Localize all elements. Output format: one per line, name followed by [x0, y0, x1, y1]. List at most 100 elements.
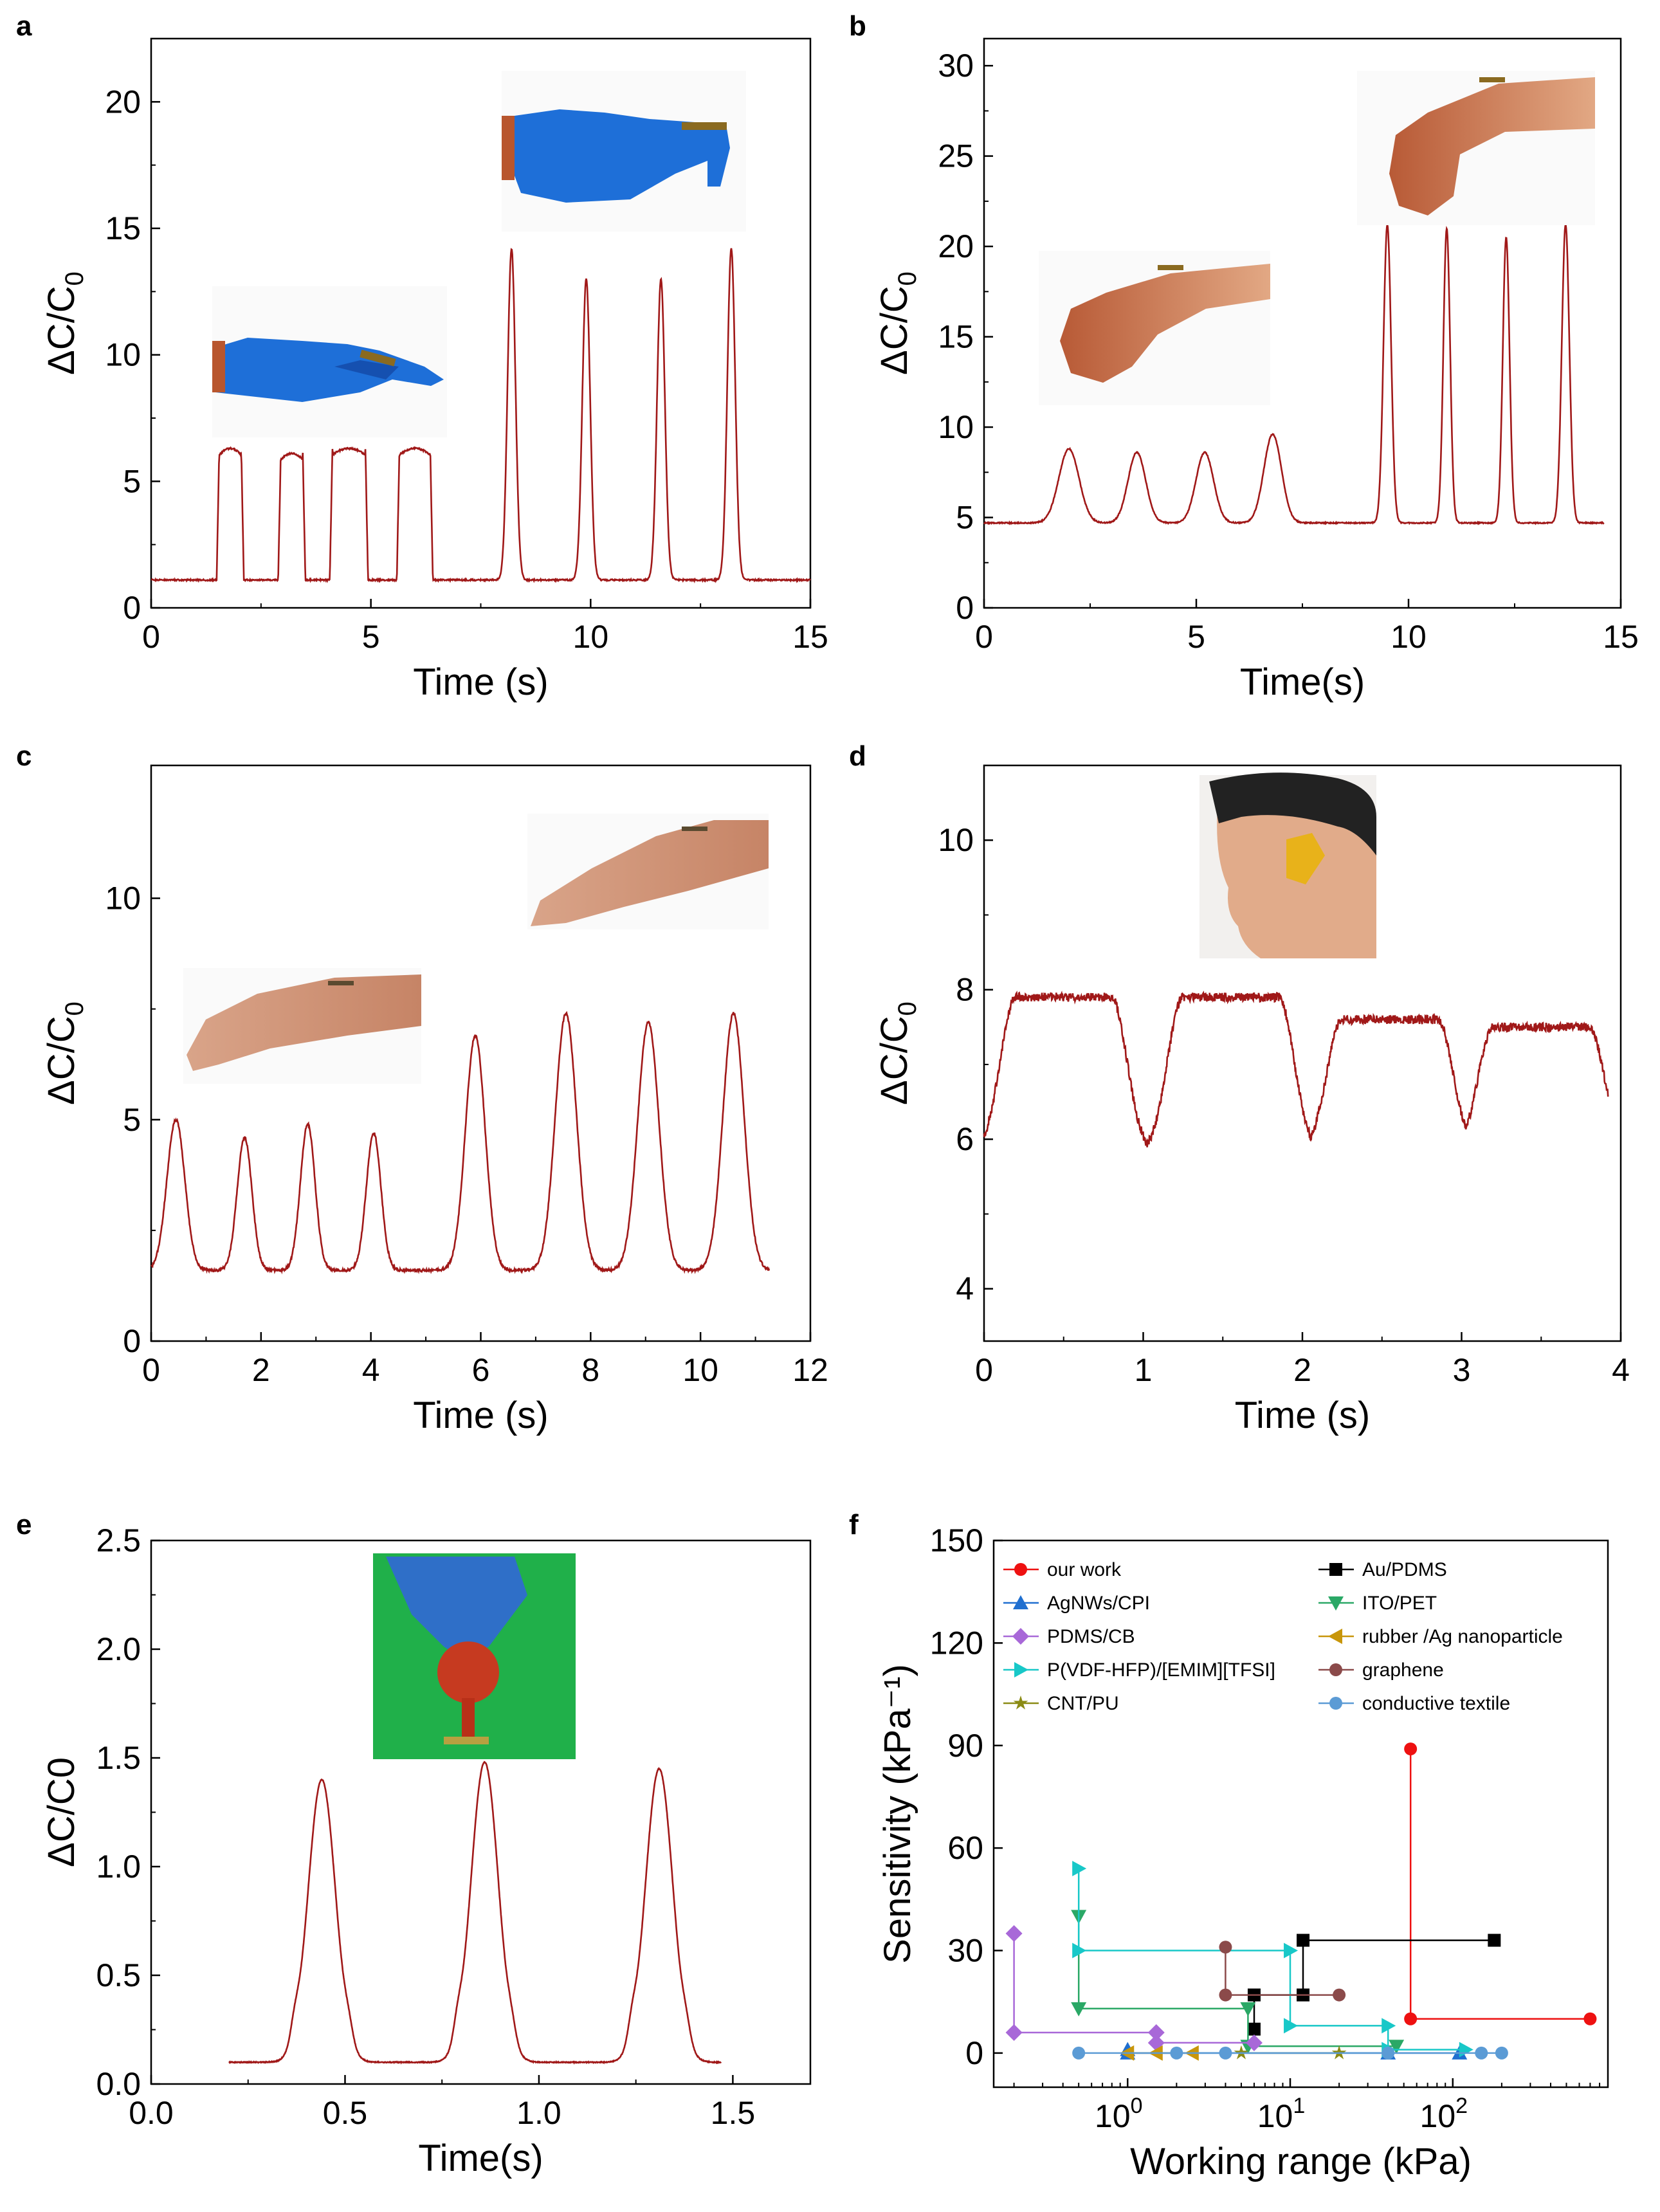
- y-tick-label: 0: [956, 590, 974, 626]
- x-tick-label: 1.5: [711, 2095, 756, 2131]
- x-tick-label: 0.5: [323, 2095, 368, 2131]
- data-trace-e: [228, 1760, 722, 2065]
- data-point: [1404, 1742, 1418, 1756]
- panel-label-d: d: [849, 740, 866, 772]
- chart-panel-c: 0 2 4 6 8 10 12 0 5 10 Time (s) ΔC/C0: [41, 764, 828, 1436]
- x-tick-label: 1: [1135, 1352, 1153, 1388]
- y-tick-label: 30: [947, 1933, 983, 1969]
- x-tick-label: 101: [1257, 2094, 1306, 2134]
- x-tick-label: 0.0: [129, 2095, 174, 2131]
- x-tick-label: 4: [1612, 1352, 1630, 1388]
- y-tick-label: 8: [956, 972, 974, 1008]
- y-tick-label: 10: [938, 822, 974, 858]
- data-point: [1459, 2042, 1473, 2058]
- x-tick-label: 6: [472, 1352, 490, 1388]
- x-tick-label: 102: [1420, 2094, 1468, 2134]
- y-tick-label: 0.5: [96, 1957, 141, 1993]
- y-tick-label: 150: [930, 1522, 983, 1558]
- legend-label: Au/PDMS: [1362, 1559, 1447, 1580]
- series-pdms-cb: [1005, 1924, 1263, 2051]
- chart-panel-d: 0 1 2 3 4 4 6 8 10 Time (s) ΔC/C0: [873, 764, 1630, 1436]
- x-tick-label: 15: [1603, 619, 1639, 655]
- x-tick-label: 3: [1453, 1352, 1471, 1388]
- x-tick-label: 4: [362, 1352, 380, 1388]
- y-tick-label: 0: [965, 2035, 983, 2071]
- x-tick-label: 2: [1293, 1352, 1311, 1388]
- legend-label: PDMS/CB: [1047, 1626, 1135, 1647]
- series-p-vdf-hfp-emim-tfsi-: [1072, 1861, 1473, 2058]
- data-point: [1240, 2002, 1256, 2016]
- x-tick-label: 0: [975, 1352, 993, 1388]
- data-point: [1333, 1988, 1346, 2002]
- data-point: [1072, 1942, 1087, 1959]
- y-tick-label: 20: [938, 228, 974, 264]
- series-line: [1409, 1749, 1591, 2020]
- y-tick-label: 10: [938, 409, 974, 445]
- data-point: [1382, 2018, 1396, 2034]
- chart-panel-f: 100 101 102 0 30 60 90 120 150 Working range (kPa…: [877, 1522, 1609, 2182]
- y-tick-label: 1.0: [96, 1849, 141, 1885]
- legend-marker: [1328, 1629, 1342, 1644]
- legend-label: ITO/PET: [1362, 1593, 1437, 1614]
- y-tick-label: 120: [930, 1625, 983, 1661]
- data-point: [1245, 2034, 1263, 2051]
- y-tick-label: 90: [947, 1728, 983, 1764]
- x-axis-label: Time (s): [413, 661, 548, 703]
- y-axis-label: Sensitivity (kPa⁻¹): [877, 1664, 918, 1964]
- ball-press-photo-icon: [373, 1553, 576, 1759]
- y-axis-label: ΔC/C0: [41, 271, 89, 375]
- x-axis-label: Working range (kPa): [1130, 2141, 1472, 2182]
- data-point: [1071, 2002, 1087, 2016]
- x-axis-label: Time (s): [1235, 1394, 1370, 1436]
- data-point: [1382, 2046, 1395, 2060]
- x-tick-label: 10: [1391, 619, 1427, 655]
- legend-marker: [1014, 1662, 1028, 1677]
- y-tick-label: 2.0: [96, 1631, 141, 1667]
- x-tick-label: 100: [1095, 2094, 1143, 2134]
- series-conductive-textile: [1072, 2046, 1508, 2060]
- x-tick-label: 0: [142, 1352, 160, 1388]
- data-point: [1284, 1942, 1299, 1959]
- x-tick-label: 0: [142, 619, 160, 655]
- y-tick-label: 0: [123, 1323, 141, 1359]
- legend-label: rubber /Ag nanoparticle: [1362, 1626, 1563, 1647]
- data-point: [1147, 2024, 1165, 2041]
- x-tick-label: 2: [252, 1352, 270, 1388]
- arm-bent-photo-icon: [527, 814, 769, 929]
- y-axis-label: ΔC/C0: [873, 271, 922, 375]
- series-line: [1225, 1947, 1340, 1996]
- legend-marker: [1328, 1596, 1344, 1611]
- x-tick-label: 8: [581, 1352, 599, 1388]
- chart-panel-b: 0 5 10 15 0 5 10 15 20 25 30 Time(s) ΔC/C0: [873, 37, 1639, 703]
- legend-label: our work: [1047, 1559, 1122, 1580]
- data-point: [1495, 2046, 1508, 2060]
- legend-label: P(VDF-HFP)/[EMIM][TFSI]: [1047, 1659, 1275, 1681]
- y-tick-label: 30: [938, 48, 974, 84]
- data-point: [1389, 2040, 1405, 2054]
- data-point: [1475, 2046, 1488, 2060]
- panel-label-b: b: [849, 10, 866, 42]
- data-point: [1170, 2046, 1183, 2060]
- hand-straight-finger-photo-icon: [502, 71, 746, 232]
- y-tick-label: 15: [105, 210, 141, 246]
- data-point: [1284, 2018, 1299, 2034]
- data-trace-d: [983, 991, 1609, 1147]
- data-point: [1072, 2046, 1086, 2060]
- y-tick-label: 1.5: [96, 1740, 141, 1776]
- series-line: [1077, 1916, 1397, 2047]
- legend-marker: [1013, 1595, 1028, 1609]
- y-tick-label: 5: [123, 463, 141, 499]
- y-tick-label: 4: [956, 1271, 974, 1307]
- data-point: [1297, 1933, 1310, 1947]
- data-point: [1072, 1861, 1087, 1876]
- x-tick-label: 5: [1187, 619, 1205, 655]
- hand-bent-finger-photo-icon: [212, 286, 447, 437]
- x-axis-label: Time (s): [413, 1394, 548, 1436]
- y-axis-label: ΔC/C0: [873, 1001, 922, 1105]
- panel-label-c: c: [16, 740, 32, 772]
- data-point: [1488, 1933, 1501, 1947]
- y-tick-label: 5: [123, 1102, 141, 1138]
- data-point: [1583, 2012, 1597, 2025]
- legend-label: AgNWs/CPI: [1047, 1593, 1150, 1614]
